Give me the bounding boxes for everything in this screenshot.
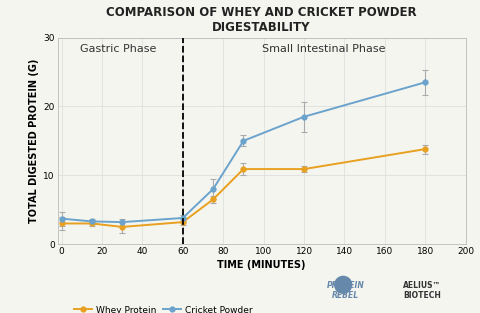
X-axis label: TIME (MINUTES): TIME (MINUTES)	[217, 260, 306, 270]
Circle shape	[335, 276, 352, 293]
Y-axis label: TOTAL DIGESTED PROTEIN (G): TOTAL DIGESTED PROTEIN (G)	[29, 59, 39, 223]
Title: COMPARISON OF WHEY AND CRICKET POWDER
DIGESTABILITY: COMPARISON OF WHEY AND CRICKET POWDER DI…	[106, 6, 417, 33]
Text: Small Intestinal Phase: Small Intestinal Phase	[263, 44, 386, 54]
Legend: Whey Protein, Cricket Powder: Whey Protein, Cricket Powder	[70, 302, 256, 313]
Text: AELIUS™
BIOTECH: AELIUS™ BIOTECH	[403, 281, 442, 300]
Text: PROTEIN
REBEL: PROTEIN REBEL	[327, 281, 364, 300]
Text: Gastric Phase: Gastric Phase	[80, 44, 156, 54]
